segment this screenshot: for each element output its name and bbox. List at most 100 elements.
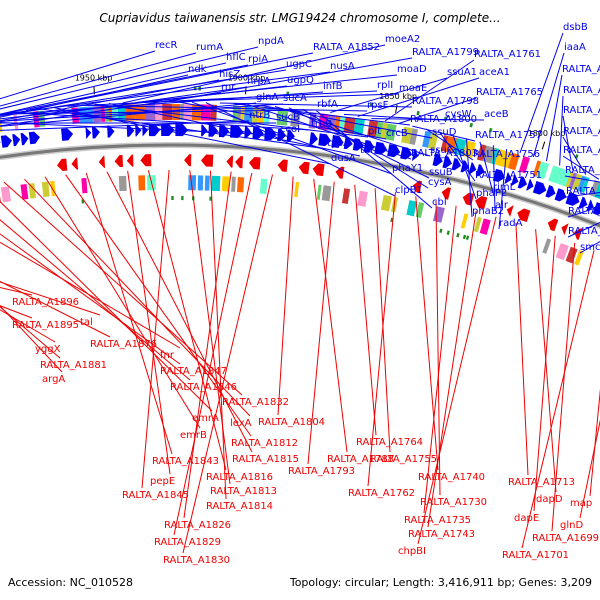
rna-feature (439, 228, 443, 234)
gene-label-minus: argA (42, 374, 65, 385)
gene-label-plus: ssuD (432, 127, 457, 138)
gene-label-plus: moaD (397, 64, 427, 75)
gene-label-plus: iaaA (564, 42, 586, 53)
gene-label-minus: RALTA_A1699 (532, 533, 599, 544)
tick-mark (541, 141, 546, 150)
cog-feature (191, 104, 202, 121)
gene-label-minus: RALTA_A1743 (408, 529, 475, 540)
cog-feature (507, 152, 520, 171)
label-leader (415, 196, 439, 471)
chromosome-backbone (0, 143, 600, 228)
label-leader (0, 52, 197, 107)
gene-label-plus: ntrB (249, 110, 270, 121)
gene-label-plus: cysA (428, 177, 452, 188)
gene-label-plus: radA (499, 218, 523, 229)
label-leader (106, 171, 253, 453)
cog-feature-inner (321, 185, 332, 202)
gene-label-minus: RALTA_A1804 (258, 417, 325, 428)
label-leader (233, 103, 411, 126)
gene-label-minus: RALTA_A1876 (90, 339, 157, 350)
label-leader (53, 107, 332, 165)
gene-label-plus: rimL (493, 182, 516, 193)
gene-label-plus: ndk (188, 64, 207, 75)
label-leader (398, 97, 477, 124)
label-leader (0, 50, 156, 100)
gene-label-plus: smc (580, 242, 600, 253)
rna-feature (171, 196, 174, 201)
gene-label-plus: RALTA_A1711 (568, 206, 600, 217)
plus-strand-cds (107, 125, 115, 138)
gene-label-plus: RALTA_A1715 (565, 165, 600, 176)
gene-label-minus: RALTA_A1832 (222, 397, 289, 408)
cog-feature-inner (20, 183, 29, 200)
cog-feature (482, 145, 496, 164)
gene-label-plus: phaY1 (392, 163, 423, 174)
gene-label-plus: clpB1 (395, 185, 423, 196)
minus-strand-cds (412, 180, 423, 194)
label-leader (564, 175, 600, 183)
gene-label-plus: RALTA_A1719 (563, 126, 600, 137)
gene-label-plus: RALTA_A1757 (475, 130, 542, 141)
cog-feature-inner (0, 186, 11, 203)
label-leader (435, 200, 441, 496)
gene-label-minus: dapD (536, 494, 563, 505)
label-leader (354, 184, 377, 436)
plus-strand-cds (343, 136, 353, 150)
cog-feature-inner (41, 181, 50, 198)
label-leader (164, 57, 413, 103)
label-leader (277, 176, 294, 416)
rna-feature (209, 196, 212, 201)
cog-feature (476, 144, 487, 162)
label-leader (427, 211, 477, 528)
gene-label-plus: phaP2 (476, 188, 507, 199)
minus-strand-cds (98, 155, 106, 168)
tick-label: 1850 kbp (379, 92, 417, 101)
gene-label-minus: emrA (192, 413, 219, 424)
label-leader (191, 101, 393, 175)
gene-label-plus: recR (155, 40, 178, 51)
cog-feature (494, 148, 506, 167)
label-leader (562, 155, 600, 180)
label-leader (565, 192, 600, 198)
label-leader (178, 101, 387, 140)
gene-label-plus: RALTA_A1710 (568, 226, 600, 237)
plus-strand-cds (142, 124, 148, 137)
gene-label-plus: crcB (386, 128, 408, 139)
plus-strand-cds (411, 149, 419, 161)
gene-label-plus: moaE (399, 83, 427, 94)
plus-strand-cds (12, 134, 21, 147)
label-leader (141, 169, 170, 489)
rna-feature (465, 235, 470, 241)
label-leader (417, 216, 497, 545)
label-leader (316, 110, 433, 209)
gene-label-plus: RALTA_A1800 (410, 114, 477, 125)
gene-label-minus: RALTA_A1713 (508, 477, 575, 488)
label-leader (579, 419, 600, 519)
cog-feature (589, 179, 600, 197)
cog-feature-inner (473, 216, 482, 233)
gene-label-minus: dapE (514, 513, 539, 524)
gene-label-plus: sucB (276, 112, 300, 123)
cog-feature (518, 156, 531, 174)
gene-label-plus: hisZ (219, 69, 240, 80)
label-leader (533, 235, 556, 512)
minus-strand-cds (184, 154, 192, 167)
gene-label-plus: RALTA_A1852 (313, 42, 380, 53)
gene-label-minus: RALTA_A1764 (356, 437, 423, 448)
cog-feature (568, 172, 578, 189)
gene-label-plus: ssuB (429, 167, 453, 178)
label-leader (479, 141, 494, 194)
gene-label-plus: RALTA_A1761 (474, 49, 541, 60)
plus-strand-cds (554, 188, 567, 202)
cog-feature (532, 160, 542, 177)
label-leader (452, 134, 477, 200)
gene-label-plus: truB (311, 119, 332, 130)
gene-label-plus: rbfA (317, 99, 338, 110)
label-leader (0, 62, 227, 115)
cog-feature (557, 168, 571, 187)
minus-strand-cds (506, 205, 514, 217)
gene-label-plus: ugpQ (287, 75, 314, 86)
tick-label: 1900 kbp (228, 73, 266, 82)
label-leader (559, 95, 564, 166)
